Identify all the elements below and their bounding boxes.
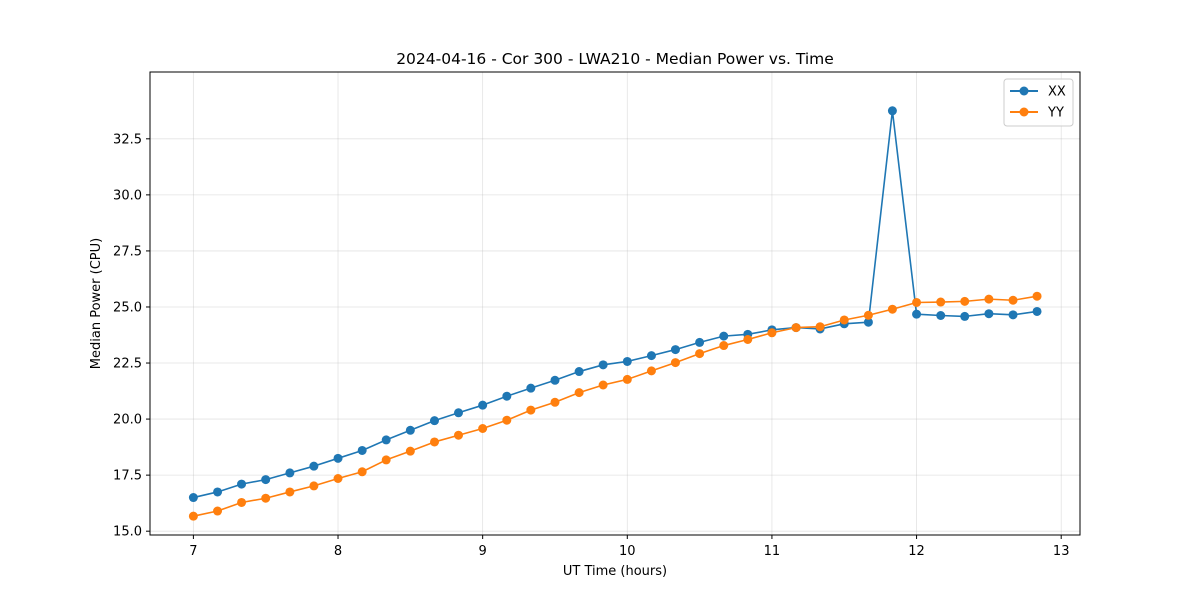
data-point-yy <box>622 374 632 384</box>
data-point-yy <box>526 405 536 415</box>
y-tick-label: 30.0 <box>113 188 142 203</box>
series-yy <box>188 291 1042 521</box>
data-point-xx <box>719 331 729 341</box>
data-point-yy <box>213 506 223 516</box>
data-point-xx <box>622 356 632 366</box>
data-point-yy <box>1008 295 1018 305</box>
x-tick-label: 9 <box>479 544 487 559</box>
data-point-yy <box>936 297 946 307</box>
data-point-xx <box>357 445 367 455</box>
legend: XX YY <box>1003 78 1074 127</box>
data-point-xx <box>188 493 198 503</box>
data-point-yy <box>381 455 391 465</box>
data-point-xx <box>478 400 488 410</box>
data-point-xx <box>936 310 946 320</box>
data-point-xx <box>863 317 873 327</box>
data-point-xx <box>526 383 536 393</box>
data-point-yy <box>502 415 512 425</box>
data-point-xx <box>646 351 656 361</box>
y-tick-label: 15.0 <box>113 525 142 540</box>
chart-title: 2024-04-16 - Cor 300 - LWA210 - Median P… <box>396 50 834 68</box>
x-tick-label: 8 <box>334 544 342 559</box>
data-point-yy <box>695 349 705 359</box>
data-point-xx <box>405 425 415 435</box>
x-tick-label: 11 <box>764 544 781 559</box>
y-tick-label: 22.5 <box>113 357 142 372</box>
legend-entry-xx: XX <box>1010 85 1066 100</box>
data-point-xx <box>984 309 994 319</box>
data-point-xx <box>454 408 464 418</box>
x-tick-label: 13 <box>1053 544 1070 559</box>
y-tick-label: 25.0 <box>113 300 142 315</box>
data-point-yy <box>478 423 488 433</box>
y-tick-label: 17.5 <box>113 469 142 484</box>
data-point-xx <box>960 311 970 321</box>
data-point-yy <box>454 430 464 440</box>
data-point-yy <box>839 315 849 325</box>
data-point-xx <box>213 487 223 497</box>
data-point-yy <box>670 358 680 368</box>
data-point-xx <box>502 391 512 401</box>
y-tick-label: 27.5 <box>113 244 142 259</box>
data-point-xx <box>550 375 560 385</box>
data-point-xx <box>1032 306 1042 316</box>
data-point-xx <box>381 435 391 445</box>
data-point-yy <box>767 328 777 338</box>
data-point-yy <box>357 467 367 477</box>
data-point-xx <box>670 345 680 355</box>
plot-series <box>188 106 1042 521</box>
data-point-yy <box>333 473 343 483</box>
data-point-xx <box>598 360 608 370</box>
data-point-xx <box>429 416 439 426</box>
data-point-xx <box>574 367 584 377</box>
y-axis-label: Median Power (CPU) <box>89 238 104 369</box>
data-point-yy <box>285 487 295 497</box>
data-point-yy <box>188 511 198 521</box>
data-point-yy <box>960 296 970 306</box>
data-point-yy <box>574 388 584 398</box>
series-line-yy <box>193 295 1038 517</box>
legend-label-yy: YY <box>1047 106 1064 121</box>
plot-area-frame <box>149 71 1081 536</box>
data-point-yy <box>912 297 922 307</box>
legend-marker-xx <box>1019 86 1029 96</box>
data-point-yy <box>429 437 439 447</box>
x-axis-ticks: 7 8 9 10 11 12 13 <box>189 535 1069 559</box>
data-point-yy <box>598 380 608 390</box>
data-point-xx <box>333 453 343 463</box>
data-point-xx <box>285 468 295 478</box>
legend-entry-yy: YY <box>1010 106 1064 121</box>
data-point-xx <box>237 479 247 489</box>
data-point-xx <box>261 475 271 485</box>
data-point-yy <box>237 497 247 507</box>
x-axis-label: UT Time (hours) <box>563 564 667 579</box>
data-point-xx <box>309 461 319 471</box>
data-point-yy <box>815 322 825 332</box>
data-point-yy <box>887 304 897 314</box>
data-point-yy <box>791 323 801 333</box>
data-point-yy <box>743 334 753 344</box>
data-point-yy <box>719 341 729 351</box>
x-tick-label: 7 <box>189 544 197 559</box>
data-point-yy <box>984 294 994 304</box>
y-tick-label: 20.0 <box>113 413 142 428</box>
x-tick-label: 10 <box>619 544 636 559</box>
x-tick-label: 12 <box>908 544 925 559</box>
y-axis-ticks: 15.0 17.5 20.0 22.5 25.0 27.5 30.0 32.5 <box>113 132 150 540</box>
data-point-yy <box>863 310 873 320</box>
legend-marker-yy <box>1019 107 1029 117</box>
data-point-xx <box>695 337 705 347</box>
y-tick-label: 32.5 <box>113 132 142 147</box>
data-point-xx <box>1008 310 1018 320</box>
data-point-xx <box>912 309 922 319</box>
legend-label-xx: XX <box>1048 85 1066 100</box>
data-point-yy <box>646 366 656 376</box>
data-point-yy <box>550 397 560 407</box>
data-point-yy <box>405 446 415 456</box>
data-point-yy <box>309 481 319 491</box>
data-point-yy <box>1032 291 1042 301</box>
data-point-yy <box>261 493 271 503</box>
data-point-xx <box>887 106 897 116</box>
